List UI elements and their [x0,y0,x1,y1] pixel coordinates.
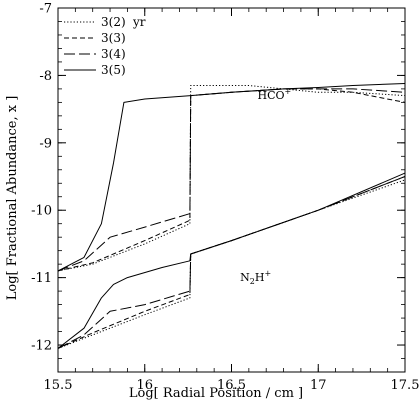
x-tick-label: 17.5 [391,378,420,393]
legend-unit: yr [132,15,146,29]
legend-entry: 3(5) [101,63,126,77]
annotations: HCO+ N2H+ [240,87,291,286]
legend-entry: 3(2) [101,15,126,29]
series-line-33-0 [57,88,406,272]
y-tick-label: -8 [39,69,52,84]
x-tick-label: 16.5 [217,378,246,393]
y-axis-title: Log[ Fractional Abundance, x ] [5,96,20,301]
species-label: HCO+ [258,87,292,102]
species-label: N2H+ [240,269,271,286]
axes-layer: 15.5 16 16.5 17 17.5 -12 -11 -10 -9 -8 -7 [31,2,419,394]
y-tick-label: -12 [31,339,52,354]
series-layer [57,83,406,349]
x-axis-title: Log[ Radial Position / cm ] [129,386,303,401]
x-tick-label: 16 [136,378,153,393]
y-tick-label: -7 [39,2,52,17]
x-tick-label: 17 [310,378,327,393]
y-tick-label: -10 [31,204,52,219]
series-line-35-0 [57,83,406,272]
legend-entry: 3(4) [101,47,126,61]
legend-entry: 3(3) [101,31,126,45]
x-tick-label: 15.5 [44,378,73,393]
y-tick-label: -11 [31,271,52,286]
series-line-32-1 [57,179,406,349]
series-line-34-1 [57,176,406,349]
legend: 3(2) yr 3(3) 3(4) 3(5) [64,15,146,77]
series-line-33-1 [57,176,406,349]
series-line-35-1 [57,172,406,349]
y-tick-label: -9 [39,136,52,151]
